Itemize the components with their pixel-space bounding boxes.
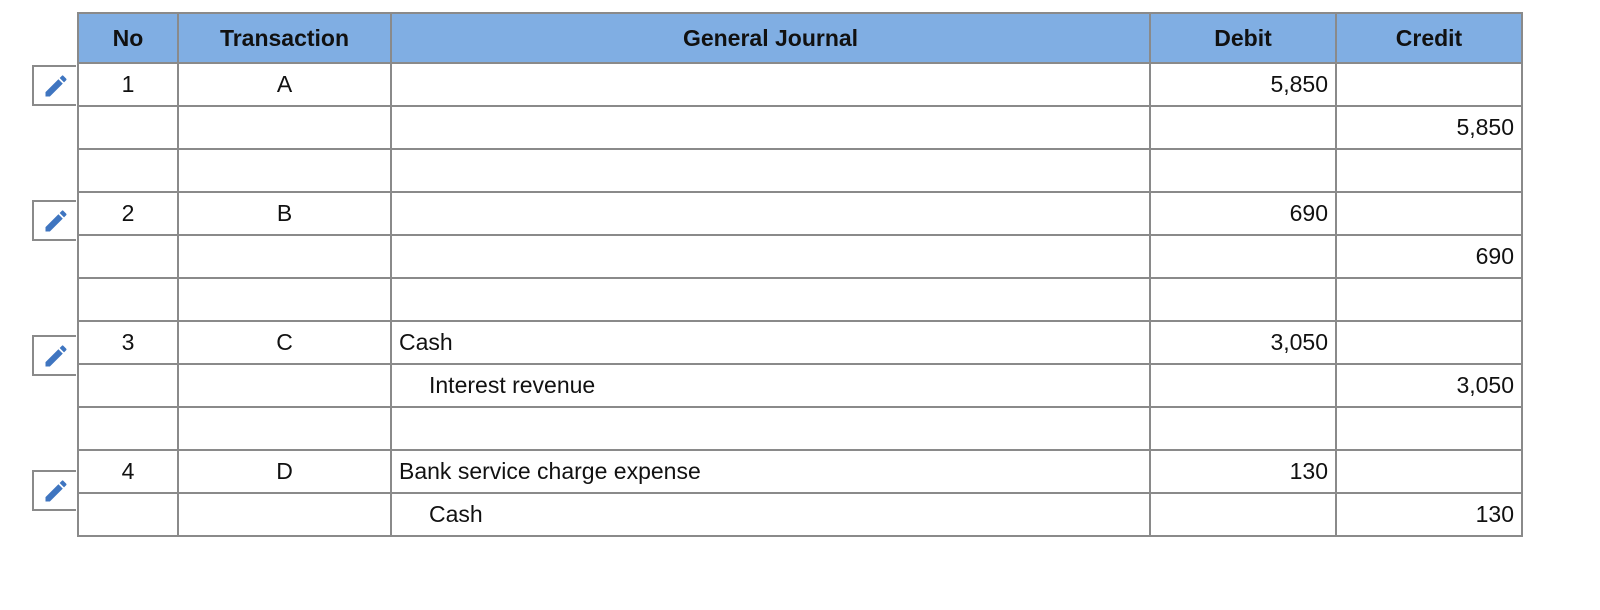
cell <box>1149 105 1337 150</box>
cell <box>390 406 1151 451</box>
journal-row: 2 B 690 <box>77 191 1523 236</box>
journal-table: No Transaction General Journal Debit Credit … <box>77 12 1523 537</box>
cell <box>177 492 392 537</box>
cell: 3,050 <box>1149 320 1337 365</box>
cell <box>1149 406 1337 451</box>
cell: 130 <box>1149 449 1337 494</box>
cell: 690 <box>1335 234 1523 279</box>
cell <box>177 105 392 150</box>
journal-row: 1 A 5,850 <box>77 62 1523 107</box>
cell <box>1149 363 1337 408</box>
pencil-icon <box>45 345 67 367</box>
cell <box>1149 277 1337 322</box>
pencil-icon <box>45 480 67 502</box>
journal-row <box>77 148 1523 193</box>
header-cell: Debit <box>1149 12 1337 64</box>
cell <box>77 363 179 408</box>
header-cell: General Journal <box>390 12 1151 64</box>
header-cell: No <box>77 12 179 64</box>
cell <box>1149 492 1337 537</box>
cell: Cash <box>390 492 1151 537</box>
cell: Interest revenue <box>390 363 1151 408</box>
cell: B <box>177 191 392 236</box>
journal-row <box>77 277 1523 322</box>
journal-row: Cash 130 <box>77 492 1523 537</box>
edit-button[interactable] <box>32 200 76 241</box>
cell: A <box>177 62 392 107</box>
cell <box>177 234 392 279</box>
cell <box>177 277 392 322</box>
cell: 3,050 <box>1335 363 1523 408</box>
cell <box>77 148 179 193</box>
cell <box>1335 148 1523 193</box>
cell <box>390 234 1151 279</box>
edit-button[interactable] <box>32 65 76 106</box>
journal-row <box>77 406 1523 451</box>
cell <box>77 406 179 451</box>
cell: 5,850 <box>1149 62 1337 107</box>
cell: Bank service charge expense <box>390 449 1151 494</box>
cell <box>1335 449 1523 494</box>
journal-row: 5,850 <box>77 105 1523 150</box>
cell <box>1335 406 1523 451</box>
cell: 4 <box>77 449 179 494</box>
journal-row: Interest revenue 3,050 <box>77 363 1523 408</box>
cell <box>1335 320 1523 365</box>
cell <box>177 406 392 451</box>
cell <box>77 234 179 279</box>
cell: 1 <box>77 62 179 107</box>
cell <box>390 148 1151 193</box>
header-cell: Transaction <box>177 12 392 64</box>
cell <box>390 105 1151 150</box>
pencil-icon <box>45 210 67 232</box>
pencil-icon <box>45 75 67 97</box>
cell: Cash <box>390 320 1151 365</box>
cell: 2 <box>77 191 179 236</box>
cell <box>77 277 179 322</box>
journal-row: 4 D Bank service charge expense 130 <box>77 449 1523 494</box>
journal-row: 690 <box>77 234 1523 279</box>
cell <box>77 492 179 537</box>
cell <box>177 363 392 408</box>
journal-row: 3 C Cash 3,050 <box>77 320 1523 365</box>
cell: D <box>177 449 392 494</box>
edit-button[interactable] <box>32 335 76 376</box>
cell: 130 <box>1335 492 1523 537</box>
cell <box>1149 234 1337 279</box>
cell: C <box>177 320 392 365</box>
cell <box>390 62 1151 107</box>
cell <box>1149 148 1337 193</box>
cell: 5,850 <box>1335 105 1523 150</box>
cell: 690 <box>1149 191 1337 236</box>
cell <box>77 105 179 150</box>
cell <box>1335 191 1523 236</box>
header-row: No Transaction General Journal Debit Credit <box>77 12 1523 64</box>
header-cell: Credit <box>1335 12 1523 64</box>
cell <box>1335 62 1523 107</box>
cell <box>177 148 392 193</box>
cell <box>390 277 1151 322</box>
edit-button[interactable] <box>32 470 76 511</box>
cell: 3 <box>77 320 179 365</box>
cell <box>1335 277 1523 322</box>
cell <box>390 191 1151 236</box>
